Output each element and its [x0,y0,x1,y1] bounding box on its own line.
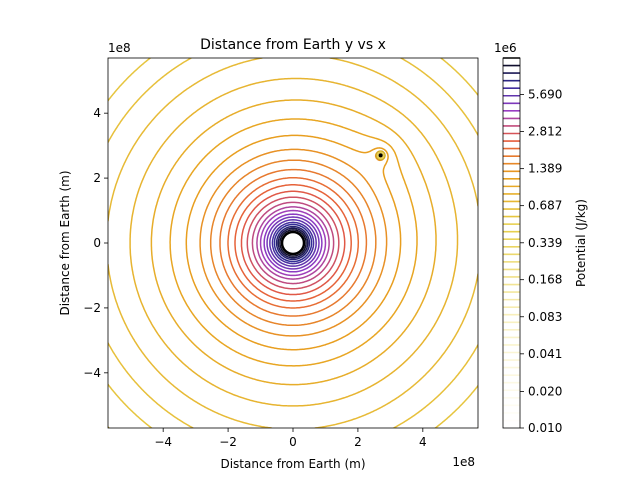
contour-level-line [108,58,478,428]
colorbar-tick-label: 0.339 [528,236,562,250]
x-tick-label: 4 [419,435,427,449]
contour-level-line [266,154,382,270]
contour-level-line [129,77,459,407]
earth-marker [280,230,306,256]
colorbar-tick-label: 0.020 [528,385,562,399]
contour-level-line [246,153,383,290]
colorbar-tick-label: 0.168 [528,273,562,287]
y-tick-label: −2 [83,301,101,315]
contour-level-line [259,153,383,277]
contour-level-line [240,153,383,296]
celestial-bodies [280,150,386,256]
x-tick-label: 2 [354,435,362,449]
contour-level-line [108,58,478,428]
y-axis-label: Distance from Earth (m) [58,170,72,315]
plot-area [107,57,479,429]
contour-level-line [271,221,315,265]
colorbar-tick-label: 0.687 [528,199,562,213]
x-tick-label: −4 [154,435,172,449]
x-axis-ticks: −4 −2 0 2 4 [154,428,427,449]
x-offset-label: 1e8 [452,455,475,469]
colorbar-level-lines [503,57,520,429]
colorbar-ticks: 0.010 0.020 0.041 0.083 0.168 0.339 0.687 1.389… [520,88,562,435]
contour-level-line [277,227,309,259]
y-tick-label: −4 [83,366,101,380]
x-tick-label: −2 [219,435,237,449]
contour-level-line [169,118,418,367]
colorbar-label: Potential (J/kg) [574,199,588,287]
colorbar-tick-label: 2.812 [528,125,562,139]
contour-level-line [263,153,383,273]
contour-level-line [185,134,402,351]
contour-level-line [273,223,313,263]
colorbar-scale-label: 1e6 [494,41,517,55]
contour-level-line [108,58,478,428]
contour-level-line [209,151,385,327]
y-offset-label: 1e8 [108,41,131,55]
colorbar-frame [502,57,521,429]
contour-level-line [269,154,382,267]
contour-level-line [227,152,384,309]
x-tick-label: 0 [289,435,297,449]
x-axis-label: Distance from Earth (m) [220,457,365,471]
y-tick-label: 4 [93,106,101,120]
contour-level-line [256,153,383,280]
contour-level-line [150,99,437,386]
colorbar-tick-label: 1.389 [528,162,562,176]
colorbar-tick-label: 0.041 [528,347,562,361]
colorbar-tick-label: 0.010 [528,421,562,435]
moon-marker [378,153,383,158]
y-axis-ticks: −4 −2 0 2 4 [83,106,108,380]
contour-level-line [219,152,384,317]
y-tick-label: 0 [93,236,101,250]
contour-level-line [279,229,307,257]
colorbar-tick-label: 5.690 [528,88,562,102]
contour-lines [108,58,478,428]
colorbar: 0.010 0.020 0.041 0.083 0.168 0.339 0.687 1.389… [494,41,588,435]
colorbar-tick-label: 0.083 [528,310,562,324]
contour-level-line [251,153,383,285]
contour-level-line [234,152,384,302]
contour-level-line [199,148,388,337]
contour-level-line [275,225,311,261]
y-tick-label: 2 [93,171,101,185]
chart-title: Distance from Earth y vs x [200,37,386,53]
